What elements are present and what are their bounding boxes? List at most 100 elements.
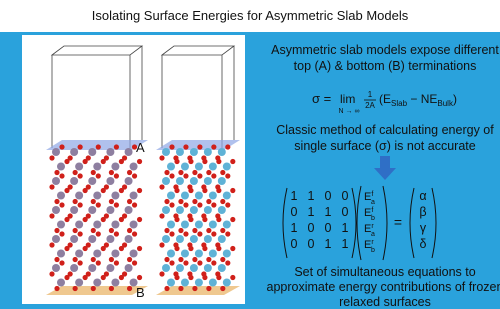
atom-metal: [57, 192, 65, 200]
atom-oxygen: [91, 286, 96, 291]
atom-oxygen: [174, 275, 179, 280]
atom-metal: [93, 279, 101, 287]
atom-oxygen: [220, 199, 225, 204]
atom-metal: [130, 192, 138, 200]
atom-metal: [111, 250, 119, 258]
atom-oxygen: [127, 199, 132, 204]
matrix-entry: 0: [291, 237, 298, 251]
atom-oxygen: [202, 159, 207, 164]
atom-oxygen: [183, 202, 188, 207]
atom-metal: [125, 177, 133, 185]
atom-oxygen: [188, 159, 193, 164]
atom-metal: [204, 148, 212, 156]
atom-oxygen: [54, 170, 59, 175]
atom-oxygen: [78, 202, 83, 207]
atom-oxygen: [54, 228, 59, 233]
matrix-entry: 1: [308, 189, 315, 203]
atom-oxygen: [101, 217, 106, 222]
atom-metal: [70, 206, 78, 214]
atom-metal: [130, 250, 138, 258]
atom-oxygen: [164, 228, 169, 233]
atom-oxygen: [174, 159, 179, 164]
atom-metal: [70, 264, 78, 272]
atom-oxygen: [192, 286, 197, 291]
atom-oxygen: [197, 202, 202, 207]
atom-oxygen: [197, 231, 202, 236]
atom-metal: [88, 206, 96, 214]
atom-oxygen: [174, 188, 179, 193]
atom-metal: [93, 163, 101, 171]
unknown: α: [419, 189, 426, 203]
atom-oxygen: [159, 213, 164, 218]
atom-oxygen: [91, 199, 96, 204]
atom-metal: [106, 235, 114, 243]
atom-oxygen: [73, 228, 78, 233]
atom-oxygen: [137, 246, 142, 251]
atom-oxygen: [230, 275, 235, 280]
atom-oxygen: [216, 217, 221, 222]
atom-oxygen: [197, 144, 202, 149]
energy-sub: a: [371, 231, 375, 238]
atom-oxygen: [169, 144, 174, 149]
atom-oxygen: [91, 257, 96, 262]
atom-oxygen: [183, 260, 188, 265]
conclusion-line: approximate energy contributions of froz…: [267, 280, 500, 294]
atom-oxygen: [197, 173, 202, 178]
atom-metal: [181, 250, 189, 258]
matrix-entry: 1: [342, 221, 349, 235]
atom-metal: [75, 279, 83, 287]
atom-oxygen: [64, 159, 69, 164]
atom-oxygen: [202, 246, 207, 251]
eq-limit: N → ∞: [339, 108, 360, 115]
eq-part: ): [453, 92, 457, 106]
atom-metal: [57, 279, 65, 287]
atom-metal: [162, 264, 170, 272]
matrix-entry: 0: [342, 205, 349, 219]
atom-metal: [125, 206, 133, 214]
atom-oxygen: [127, 257, 132, 262]
atom-oxygen: [216, 246, 221, 251]
atom-metal: [162, 206, 170, 214]
atom-metal: [93, 221, 101, 229]
atom-oxygen: [192, 199, 197, 204]
atom-oxygen: [137, 159, 142, 164]
atom-oxygen: [73, 199, 78, 204]
atom-oxygen: [59, 173, 64, 178]
atom-oxygen: [64, 188, 69, 193]
slide-title: Isolating Surface Energies for Asymmetri…: [92, 8, 409, 23]
atom-oxygen: [202, 217, 207, 222]
atom-oxygen: [192, 170, 197, 175]
label-b: B: [136, 285, 145, 300]
atom-metal: [106, 177, 114, 185]
atom-oxygen: [109, 199, 114, 204]
atom-metal: [190, 206, 198, 214]
atom-oxygen: [73, 257, 78, 262]
atom-metal: [52, 206, 60, 214]
atom-oxygen: [159, 155, 164, 160]
atom-oxygen: [119, 246, 124, 251]
atom-metal: [176, 148, 184, 156]
atom-oxygen: [169, 231, 174, 236]
matrix-entry: 1: [291, 189, 298, 203]
atom-metal: [218, 177, 226, 185]
atom-oxygen: [230, 159, 235, 164]
atom-metal: [125, 264, 133, 272]
atom-oxygen: [174, 246, 179, 251]
eq-lim: lim: [340, 92, 355, 106]
energy-sub: b: [371, 215, 375, 222]
atom-oxygen: [101, 188, 106, 193]
atom-metal: [209, 221, 217, 229]
atom-metal: [167, 279, 175, 287]
atom-oxygen: [159, 242, 164, 247]
atom-metal: [218, 235, 226, 243]
atom-oxygen: [64, 246, 69, 251]
atom-oxygen: [169, 202, 174, 207]
atom-oxygen: [188, 217, 193, 222]
atom-oxygen: [54, 257, 59, 262]
atom-oxygen: [206, 228, 211, 233]
atom-metal: [162, 148, 170, 156]
atom-oxygen: [119, 275, 124, 280]
eq-sub: Bulk: [437, 99, 454, 108]
atom-metal: [181, 163, 189, 171]
atom-oxygen: [119, 217, 124, 222]
